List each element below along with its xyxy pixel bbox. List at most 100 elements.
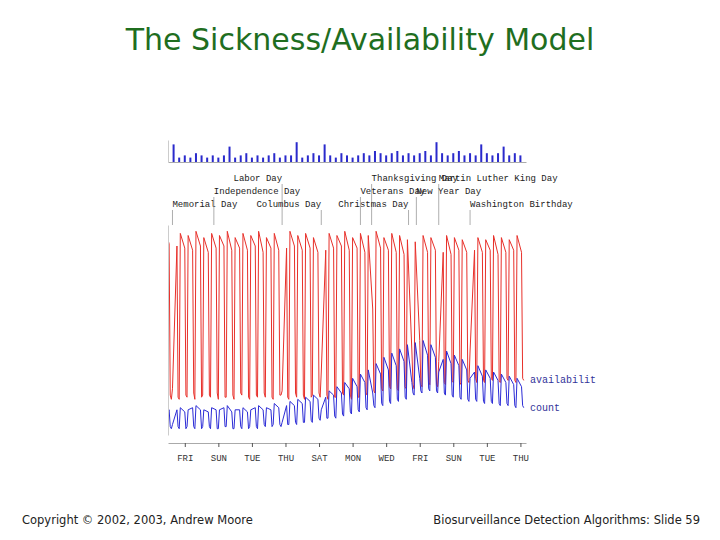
bar <box>212 155 214 162</box>
plot-area <box>168 231 524 428</box>
series-label: count <box>530 403 560 414</box>
slide: The Sickness/Availability Model Copyright… <box>0 0 720 540</box>
bar <box>519 155 521 162</box>
x-tick: THU <box>278 443 294 464</box>
bar <box>447 155 449 162</box>
annotation-label: New Year Day <box>416 187 481 197</box>
bar <box>475 155 477 162</box>
plot-area <box>168 142 521 162</box>
x-tick-label: THU <box>278 454 294 464</box>
bar <box>452 153 454 162</box>
bar <box>240 155 242 162</box>
slide-title: The Sickness/Availability Model <box>125 22 595 57</box>
bar <box>430 155 432 162</box>
bar <box>290 155 292 162</box>
background <box>0 0 720 540</box>
x-tick: WED <box>379 443 395 464</box>
bar <box>368 155 370 162</box>
annotation-line <box>172 210 173 225</box>
x-tick-mark <box>252 443 253 447</box>
x-tick-mark <box>319 443 320 447</box>
x-tick: TUE <box>479 443 495 464</box>
bar <box>508 155 510 162</box>
x-tick-label: FRI <box>177 454 193 464</box>
bar <box>284 155 286 162</box>
annotation-label: Washington Birthday <box>470 200 573 210</box>
bar <box>340 153 342 162</box>
annotation-label: Independence Day <box>214 187 301 197</box>
bar <box>173 144 175 162</box>
bar <box>234 158 236 162</box>
y-axis-line <box>168 141 169 163</box>
bar <box>357 155 359 162</box>
x-tick-mark <box>520 443 521 447</box>
bar <box>419 153 421 162</box>
annotation-label: Columbus Day <box>256 200 321 210</box>
x-tick-label: TUE <box>244 454 260 464</box>
bar <box>486 153 488 162</box>
x-tick-label: FRI <box>412 454 428 464</box>
x-tick-label: THU <box>513 454 529 464</box>
x-tick-mark <box>386 443 387 447</box>
series-line <box>168 231 524 399</box>
x-tick: SUN <box>211 443 227 464</box>
x-tick-label: SUN <box>211 454 227 464</box>
bar <box>217 158 219 162</box>
bar <box>296 142 298 162</box>
x-axis-line <box>169 443 527 444</box>
bar <box>514 153 516 162</box>
bar <box>184 155 186 162</box>
bar <box>195 153 197 162</box>
x-tick-mark <box>285 443 286 447</box>
y-axis <box>168 141 169 163</box>
x-tick: TUE <box>244 443 260 464</box>
y-axis-line <box>168 226 169 436</box>
bar <box>245 153 247 162</box>
bar <box>402 155 404 162</box>
x-tick-label: SAT <box>311 454 328 464</box>
bar <box>391 153 393 162</box>
bar <box>324 144 326 162</box>
annotation-label: Christmas Day <box>338 200 409 210</box>
bar <box>312 153 314 162</box>
annotation-label: Labor Day <box>234 174 283 184</box>
x-tick: FRI <box>412 443 428 464</box>
y-axis <box>168 226 169 436</box>
bar <box>352 158 354 162</box>
bar <box>424 151 426 162</box>
series-line <box>168 341 524 429</box>
bar <box>491 155 493 162</box>
bar <box>503 147 505 162</box>
bar <box>307 155 309 162</box>
bar <box>363 153 365 162</box>
annotation-line <box>416 197 417 225</box>
annotation-label: Martin Luther King Day <box>439 174 558 184</box>
annotation-line <box>438 184 439 225</box>
x-axis: FRISUNTUETHUSATMONWEDFRISUNTUETHU <box>169 443 530 464</box>
x-tick: SAT <box>311 443 328 464</box>
x-tick-label: SUN <box>446 454 462 464</box>
x-tick: SUN <box>446 443 462 464</box>
bar <box>223 155 225 162</box>
bar <box>229 147 231 162</box>
bar <box>413 155 415 162</box>
bar <box>201 155 203 162</box>
x-axis <box>169 162 527 163</box>
bar <box>206 158 208 162</box>
bar <box>301 158 303 162</box>
bar <box>178 158 180 162</box>
x-tick-mark <box>185 443 186 447</box>
bar <box>469 153 471 162</box>
x-tick-mark <box>218 443 219 447</box>
x-tick-label: WED <box>379 454 395 464</box>
footer-left: Copyright © 2002, 2003, Andrew Moore <box>22 513 253 527</box>
bar <box>441 153 443 162</box>
bar <box>374 151 376 162</box>
bar <box>273 153 275 162</box>
x-tick-mark <box>453 443 454 447</box>
bar <box>346 155 348 162</box>
bar <box>480 144 482 162</box>
annotation-label: Memorial Day <box>172 200 237 210</box>
footer-right: Biosurveillance Detection Algorithms: Sl… <box>433 513 700 527</box>
bar <box>463 155 465 162</box>
